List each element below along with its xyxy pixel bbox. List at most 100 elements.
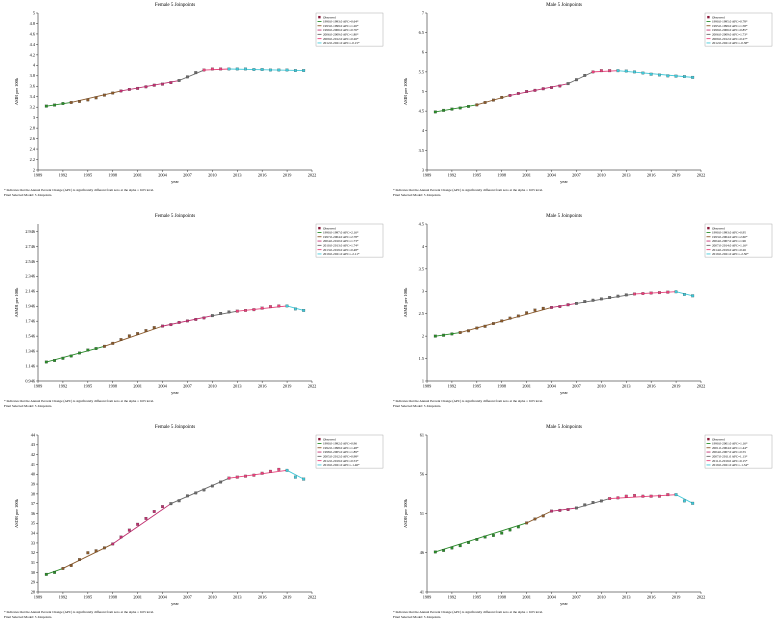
x-tick-label: 2019 <box>283 173 292 178</box>
y-tick-label: 2.5 <box>419 311 424 316</box>
x-tick-label: 1992 <box>448 595 457 600</box>
x-tick-label: 2016 <box>647 595 656 600</box>
y-tick-label: 38 <box>31 491 35 496</box>
x-axis-label: year <box>171 179 179 184</box>
y-tick-label: 1.346 <box>25 348 36 353</box>
observed-point <box>525 311 529 315</box>
observed-point <box>599 499 603 503</box>
observed-point <box>649 494 653 498</box>
legend-item-2: 1993.0-1999.0 APC=1.26* <box>323 24 359 28</box>
x-tick-label: 1995 <box>473 595 482 600</box>
legend-item-5: 2009.0-2012.0 APC=0.27* <box>712 37 748 41</box>
legend-item-2: 1993.0-2004.0 APC=2.60* <box>712 235 748 239</box>
observed-point <box>260 306 264 310</box>
observed-point <box>433 110 437 114</box>
footnote: * Indicates that the Annual Percent Chan… <box>393 188 543 192</box>
segment-line-4 <box>567 71 594 85</box>
observed-point <box>252 68 256 71</box>
x-tick-label: 2001 <box>133 173 142 178</box>
observed-point <box>302 477 306 481</box>
x-tick-label: 2016 <box>647 384 656 389</box>
x-axis-label: year <box>560 179 568 184</box>
x-tick-label: 2010 <box>208 173 217 178</box>
observed-point <box>127 334 131 338</box>
observed-point <box>219 67 223 71</box>
x-tick-label: 2013 <box>233 384 242 389</box>
y-tick-label: 3 <box>422 289 424 294</box>
y-tick-label: 6.5 <box>419 30 424 35</box>
observed-point <box>674 74 678 78</box>
observed-point <box>111 91 115 95</box>
x-tick-label: 1995 <box>84 595 93 600</box>
x-tick-label: 2001 <box>133 595 142 600</box>
y-tick-label: 46 <box>420 550 425 555</box>
segment-line-1 <box>435 104 477 113</box>
observed-point <box>682 499 686 503</box>
observed-point <box>144 85 148 89</box>
observed-point <box>599 297 603 301</box>
observed-point <box>649 291 653 295</box>
observed-point <box>483 535 487 539</box>
observed-point <box>277 467 281 471</box>
y-tick-label: 1 <box>422 378 424 383</box>
y-tick-label: 3 <box>422 167 424 172</box>
x-tick-label: 2004 <box>158 595 167 600</box>
observed-point <box>235 67 239 71</box>
x-tick-label: 2019 <box>672 384 681 389</box>
observed-point <box>86 551 90 555</box>
x-tick-label: 1995 <box>473 384 482 389</box>
observed-point <box>119 89 123 93</box>
y-tick-label: 31 <box>31 560 35 565</box>
y-tick-label: 34 <box>31 531 36 536</box>
y-tick-label: 3 <box>33 115 35 120</box>
observed-point <box>169 323 173 327</box>
observed-point <box>467 541 470 544</box>
observed-point <box>508 316 512 320</box>
y-tick-label: 4 <box>422 244 425 249</box>
observed-point <box>103 93 106 97</box>
legend-item-4: 2005.0-2012.0 APC=0.98* <box>323 454 359 458</box>
y-axis-label: ASIR per 100k <box>403 77 408 105</box>
y-tick-label: 4.6 <box>30 31 36 36</box>
y-tick-label: 2.746 <box>25 244 36 249</box>
chart-panel-1: Female 5 Joinpoints 2 2.2 2.4 2.6 2.8 3 3.2 3.4 3… <box>0 0 389 210</box>
observed-point <box>78 558 81 562</box>
chart-title: Male 5 Joinpoints <box>546 3 582 8</box>
legend-item-6: 2019.0-2021.0 APC=-2.50* <box>712 252 749 256</box>
observed-point <box>136 522 140 526</box>
chart-svg-2: Male 5 Joinpoints 3 3.5 4 4.5 5 5.5 6 6.5 7 1989 19… <box>393 3 773 197</box>
segment-line-3 <box>551 302 577 308</box>
legend-item-6: 2019.0-2021.0 APC=-1.46* <box>323 463 360 467</box>
observed-point <box>69 354 73 358</box>
observed-point <box>152 83 156 87</box>
observed-point <box>44 572 48 576</box>
observed-point <box>244 309 247 312</box>
x-tick-label: 2007 <box>572 595 581 600</box>
x-axis-label: year <box>171 390 179 395</box>
x-tick-label: 2007 <box>183 173 192 178</box>
legend-marker-observed <box>318 226 321 230</box>
observed-point <box>467 105 470 108</box>
observed-point <box>169 502 173 506</box>
y-tick-label: 2.6 <box>30 136 36 141</box>
observed-point <box>269 68 272 72</box>
x-tick-label: 1995 <box>84 384 93 389</box>
y-axis-label: ASMR per 100k <box>14 287 19 318</box>
y-tick-label: 2.146 <box>25 289 36 294</box>
observed-point <box>516 314 520 318</box>
x-tick-label: 1989 <box>34 384 43 389</box>
observed-point <box>69 564 73 567</box>
x-tick-label: 2004 <box>158 384 167 389</box>
observed-point <box>475 326 479 330</box>
observed-point <box>616 69 620 73</box>
chart-panel-2: Male 5 Joinpoints 3 3.5 4 4.5 5 5.5 6 6.5 7 1989 19… <box>389 0 778 210</box>
x-tick-label: 2010 <box>597 173 606 178</box>
y-tick-label: 2.946 <box>25 229 36 234</box>
x-tick-label: 2022 <box>697 173 706 178</box>
observed-point <box>186 75 189 79</box>
x-tick-label: 1992 <box>448 384 457 389</box>
legend-marker-observed <box>318 437 321 441</box>
observed-point <box>161 82 164 86</box>
x-tick-label: 2019 <box>283 595 292 600</box>
x-tick-label: 2016 <box>258 595 267 600</box>
